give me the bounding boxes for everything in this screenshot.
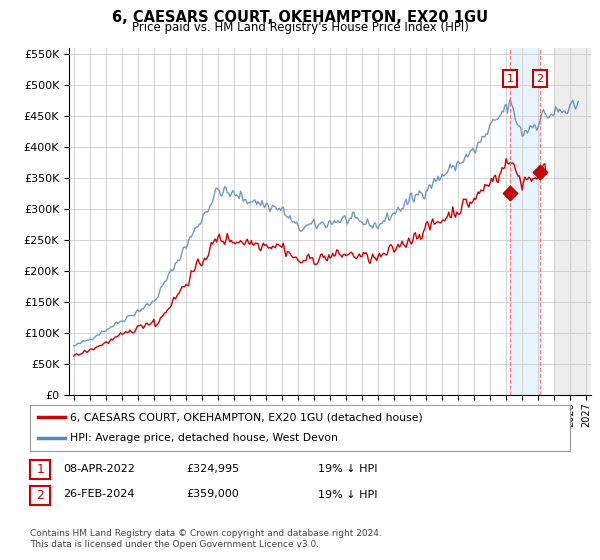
Text: 2: 2: [36, 488, 44, 502]
Text: Contains HM Land Registry data © Crown copyright and database right 2024.
This d: Contains HM Land Registry data © Crown c…: [30, 529, 382, 549]
Bar: [510, 48, 540, 395]
Text: £359,000: £359,000: [186, 489, 239, 500]
Text: Price paid vs. HM Land Registry's House Price Index (HPI): Price paid vs. HM Land Registry's House …: [131, 21, 469, 34]
Text: 19% ↓ HPI: 19% ↓ HPI: [318, 464, 377, 474]
Text: 2: 2: [536, 73, 544, 83]
Text: 08-APR-2022: 08-APR-2022: [63, 464, 135, 474]
Text: HPI: Average price, detached house, West Devon: HPI: Average price, detached house, West…: [71, 433, 338, 444]
Text: 1: 1: [506, 73, 514, 83]
Text: £324,995: £324,995: [186, 464, 239, 474]
Text: 26-FEB-2024: 26-FEB-2024: [63, 489, 134, 500]
Bar: [554, 48, 591, 395]
Text: 1: 1: [36, 463, 44, 476]
Text: 6, CAESARS COURT, OKEHAMPTON, EX20 1GU: 6, CAESARS COURT, OKEHAMPTON, EX20 1GU: [112, 10, 488, 25]
Point: [505, 189, 515, 198]
Text: 19% ↓ HPI: 19% ↓ HPI: [318, 489, 377, 500]
Text: 6, CAESARS COURT, OKEHAMPTON, EX20 1GU (detached house): 6, CAESARS COURT, OKEHAMPTON, EX20 1GU (…: [71, 412, 423, 422]
Point: [535, 168, 545, 177]
